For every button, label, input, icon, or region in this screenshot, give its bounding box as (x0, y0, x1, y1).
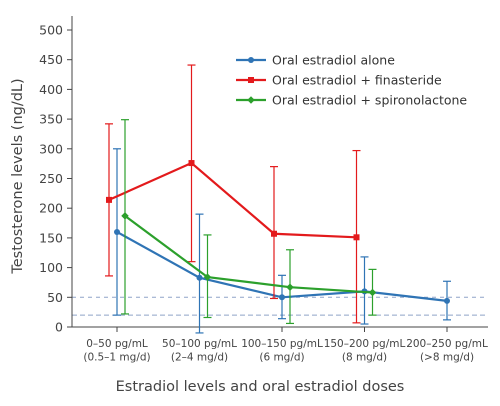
data-point (196, 274, 203, 281)
x-tick-label: 200–250 pg/mL (>8 mg/d) (406, 338, 488, 364)
legend-label: Oral estradiol alone (272, 53, 395, 68)
x-tick-label-line: (6 mg/d) (259, 352, 304, 364)
legend-label: Oral estradiol + spironolactone (272, 93, 467, 108)
y-tick-label: 350 (39, 112, 63, 127)
data-point (248, 57, 254, 63)
data-point (188, 160, 195, 167)
data-point (353, 234, 360, 241)
data-point (286, 283, 294, 291)
data-point (121, 212, 129, 220)
x-tick-label-line: 150–200 pg/mL (324, 338, 406, 350)
x-tick-label-line: (0.5–1 mg/d) (83, 352, 150, 364)
series-3 (121, 119, 377, 325)
x-tick-label-line: 200–250 pg/mL (406, 338, 488, 350)
x-axis-title: Estradiol levels and oral estradiol dose… (116, 379, 405, 395)
data-point (247, 96, 255, 104)
y-tick-label: 250 (39, 171, 63, 186)
y-tick-label: 50 (47, 290, 63, 305)
data-point (106, 196, 112, 203)
data-point (203, 273, 212, 281)
y-tick-label: 150 (39, 230, 63, 245)
data-point (444, 297, 450, 304)
data-point (279, 294, 285, 301)
x-tick-label-line: 100–150 pg/mL (241, 338, 323, 350)
legend: Oral estradiol alone Oral estradiol + fin… (236, 53, 467, 108)
y-tick-label: 0 (55, 320, 63, 335)
y-tick-label: 300 (39, 141, 63, 156)
y-tick-label: 400 (39, 82, 63, 97)
series-line (124, 215, 373, 294)
data-point (368, 288, 377, 297)
series-2 (105, 64, 361, 324)
data-point (114, 228, 120, 235)
legend-label: Oral estradiol + finasteride (272, 73, 442, 88)
data-point (271, 230, 277, 237)
y-tick-label: 100 (39, 260, 63, 275)
series-1 (113, 148, 451, 334)
y-tick-label: 500 (39, 23, 63, 38)
data-point (248, 77, 254, 83)
x-tick-label-line: (>8 mg/d) (420, 352, 474, 364)
x-tick-label-line: 50–100 pg/mL (162, 338, 237, 350)
legend-item: Oral estradiol + spironolactone (236, 93, 467, 108)
plot-area: 0 50 100 150 200 250 300 350 400 450 500 0–50 pg/mL… (39, 16, 488, 364)
y-tick-label: 200 (39, 201, 63, 216)
legend-item: Oral estradiol alone (236, 53, 395, 68)
y-tick-label: 450 (39, 52, 63, 67)
x-tick-label: 0–50 pg/mL (0.5–1 mg/d) (83, 338, 150, 364)
y-axis-title: Testosterone levels (ng/dL) (10, 78, 26, 274)
x-tick-label-line: (2–4 mg/d) (171, 352, 228, 364)
x-tick-label-line: 0–50 pg/mL (86, 338, 148, 350)
legend-item: Oral estradiol + finasteride (236, 73, 442, 88)
x-tick-label: 150–200 pg/mL (8 mg/d) (324, 338, 406, 364)
series-line (108, 161, 357, 239)
x-tick-label-line: (8 mg/d) (342, 352, 387, 364)
x-tick-label: 100–150 pg/mL (6 mg/d) (241, 338, 323, 364)
x-tick-label: 50–100 pg/mL (2–4 mg/d) (162, 338, 237, 364)
